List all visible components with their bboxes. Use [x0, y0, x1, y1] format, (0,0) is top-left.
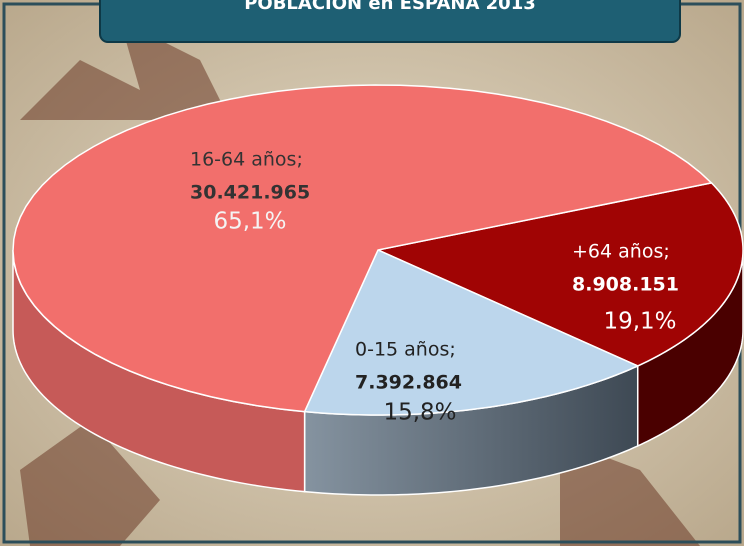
value-label: 8.908.151 [572, 274, 679, 296]
value-label: 7.392.864 [355, 372, 462, 394]
slice [303, 249, 640, 416]
slice-label: 16-64 años; [190, 149, 303, 171]
slice-label: +64 años; [572, 241, 670, 263]
percent-label: 65,1% [213, 209, 286, 235]
slice [375, 182, 744, 367]
title-box [99, 0, 681, 43]
leaf-decoration [20, 20, 700, 546]
chart-title: POBLACIÓN en ESPAÑA 2013 [244, 0, 536, 14]
slice [12, 84, 714, 413]
percent-label: 15,8% [383, 400, 456, 426]
slice-label: 0-15 años; [355, 339, 456, 361]
value-label: 30.421.965 [190, 182, 310, 204]
percent-label: 19,1% [603, 309, 676, 335]
pie: +64 años; 8.908.151 19,1% 0-15 años; 7.392.8… [12, 84, 744, 496]
